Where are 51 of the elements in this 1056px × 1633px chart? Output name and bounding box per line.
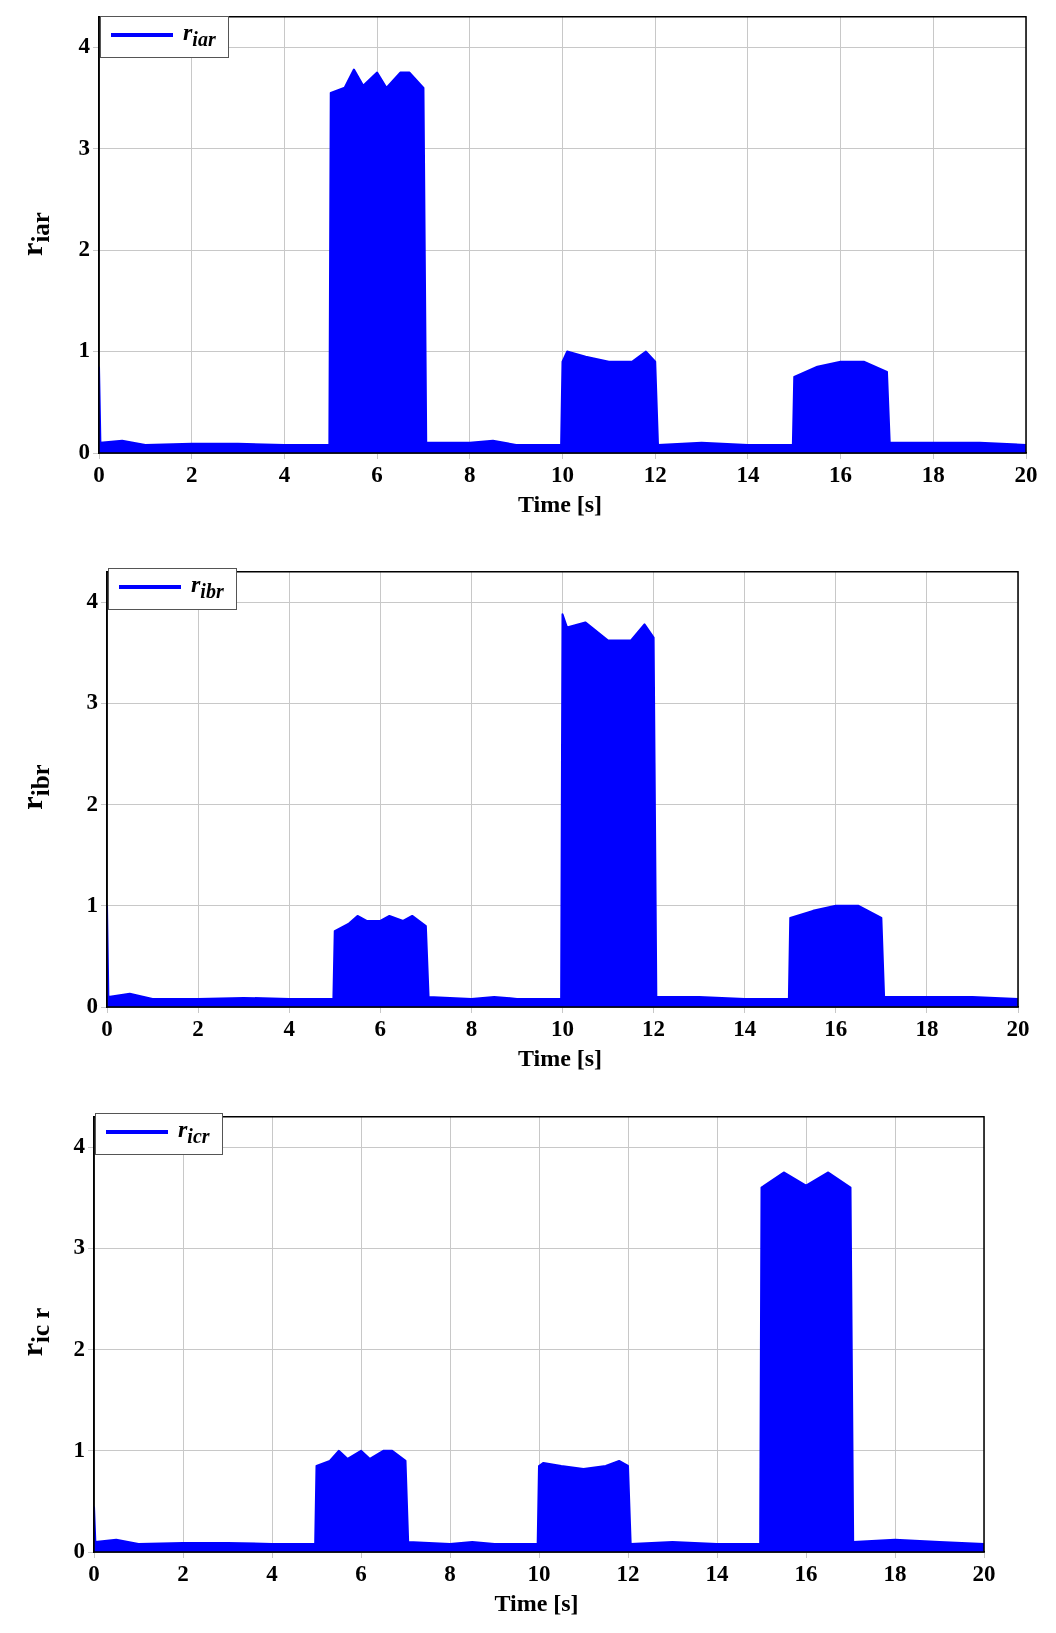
x-axis-title: Time [s]	[517, 491, 603, 518]
x-tick-label: 20	[1006, 1015, 1030, 1041]
legend-label: r$_{icr}$	[178, 1116, 210, 1148]
x-tick-label: 12	[643, 461, 667, 487]
x-tick-label: 4	[278, 461, 291, 487]
x-tick-label: 12	[642, 1015, 666, 1041]
y-tick-label: 1	[73, 1436, 85, 1462]
y-tick-label: 0	[73, 1537, 85, 1563]
x-tick-label: 2	[192, 1015, 204, 1041]
x-tick-label: 6	[374, 1015, 387, 1041]
y-tick-label: 4	[78, 33, 91, 59]
y-tick-label: 3	[86, 689, 98, 715]
x-tick-label: 14	[705, 1560, 729, 1586]
y-tick-label: 0	[78, 438, 90, 464]
x-tick-label: 4	[266, 1560, 279, 1586]
legend-label: r$_{ibr}$	[191, 571, 224, 603]
x-tick-label: 8	[464, 461, 476, 487]
y-tick-label: 3	[78, 134, 90, 160]
x-tick-label: 18	[915, 1015, 939, 1041]
y-tick-label: 0	[86, 992, 98, 1018]
legend-label: r$_{iar}$	[183, 19, 216, 51]
x-tick-label: 18	[883, 1560, 907, 1586]
x-tick-label: 2	[185, 461, 198, 487]
x-tick-label: 10	[527, 1560, 551, 1586]
x-tick-label: 8	[444, 1560, 456, 1586]
x-axis-title: Time [s]	[517, 1045, 603, 1072]
x-tick-label: 6	[371, 461, 383, 487]
y-tick-label: 2	[78, 236, 90, 262]
y-tick-label: 4	[73, 1133, 86, 1159]
x-tick-label: 6	[355, 1560, 367, 1586]
y-tick-label: 1	[86, 891, 98, 917]
x-tick-label: 16	[824, 1015, 848, 1041]
x-tick-label: 8	[465, 1015, 478, 1041]
x-axis-title: Time [s]	[494, 1590, 579, 1617]
x-tick-label: 4	[283, 1015, 296, 1041]
x-tick-label: 20	[1014, 461, 1038, 487]
y-tick-label: 3	[73, 1234, 85, 1260]
x-tick-label: 18	[921, 461, 945, 487]
x-tick-label: 10	[551, 1015, 574, 1041]
y-tick-label: 4	[86, 588, 99, 614]
x-tick-label: 2	[177, 1560, 189, 1586]
x-tick-label: 20	[972, 1560, 996, 1586]
x-tick-label: 16	[829, 461, 853, 487]
y-tick-label: 2	[73, 1335, 85, 1361]
x-tick-label: 14	[733, 1015, 757, 1041]
y-tick-label: 2	[86, 790, 98, 816]
x-tick-label: 16	[794, 1560, 818, 1586]
x-tick-label: 14	[736, 461, 760, 487]
x-tick-label: 10	[551, 461, 574, 487]
x-tick-label: 12	[616, 1560, 640, 1586]
y-tick-label: 1	[78, 337, 90, 363]
